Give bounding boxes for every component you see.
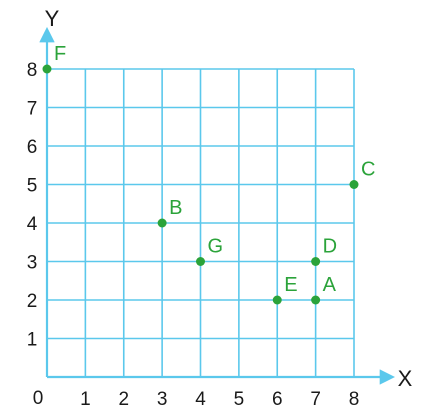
point-a (311, 295, 321, 305)
point-b (157, 218, 167, 228)
y-tick-label-5: 5 (27, 176, 38, 197)
point-label-d: D (323, 236, 337, 258)
y-tick-label-7: 7 (27, 99, 38, 120)
point-label-f: F (54, 43, 66, 65)
x-tick-label-6: 6 (272, 389, 283, 410)
x-tick-label-4: 4 (195, 389, 206, 410)
point-label-g: G (208, 236, 224, 258)
point-c (349, 180, 359, 189)
y-tick-label-6: 6 (27, 137, 38, 158)
point-label-e: E (284, 274, 297, 296)
y-axis-title: Y (45, 6, 60, 31)
data-points: A B C D E F G (42, 43, 375, 305)
x-tick-label-3: 3 (157, 389, 168, 410)
x-axis-title: X (398, 366, 413, 391)
point-d (311, 257, 321, 266)
origin-label: 0 (33, 388, 44, 409)
y-tick-label-1: 1 (27, 330, 38, 351)
y-tick-label-3: 3 (27, 253, 38, 274)
y-tick-label-2: 2 (27, 291, 38, 312)
x-tick-label-2: 2 (118, 389, 129, 410)
point-label-c: C (361, 159, 375, 181)
x-tick-label-1: 1 (80, 389, 91, 410)
tick-labels: 1 2 3 4 5 6 7 8 1 2 3 4 5 6 7 8 (27, 60, 360, 410)
grid-lines (47, 68, 355, 377)
point-g (196, 257, 205, 266)
x-tick-label-5: 5 (234, 389, 245, 410)
x-tick-label-8: 8 (349, 389, 360, 410)
x-tick-label-7: 7 (310, 389, 321, 410)
point-f (42, 64, 52, 74)
point-label-b: B (169, 197, 182, 219)
y-tick-label-8: 8 (27, 60, 38, 81)
y-tick-label-4: 4 (27, 214, 38, 235)
point-e (272, 295, 282, 305)
point-label-a: A (323, 274, 337, 296)
axes (39, 26, 396, 385)
